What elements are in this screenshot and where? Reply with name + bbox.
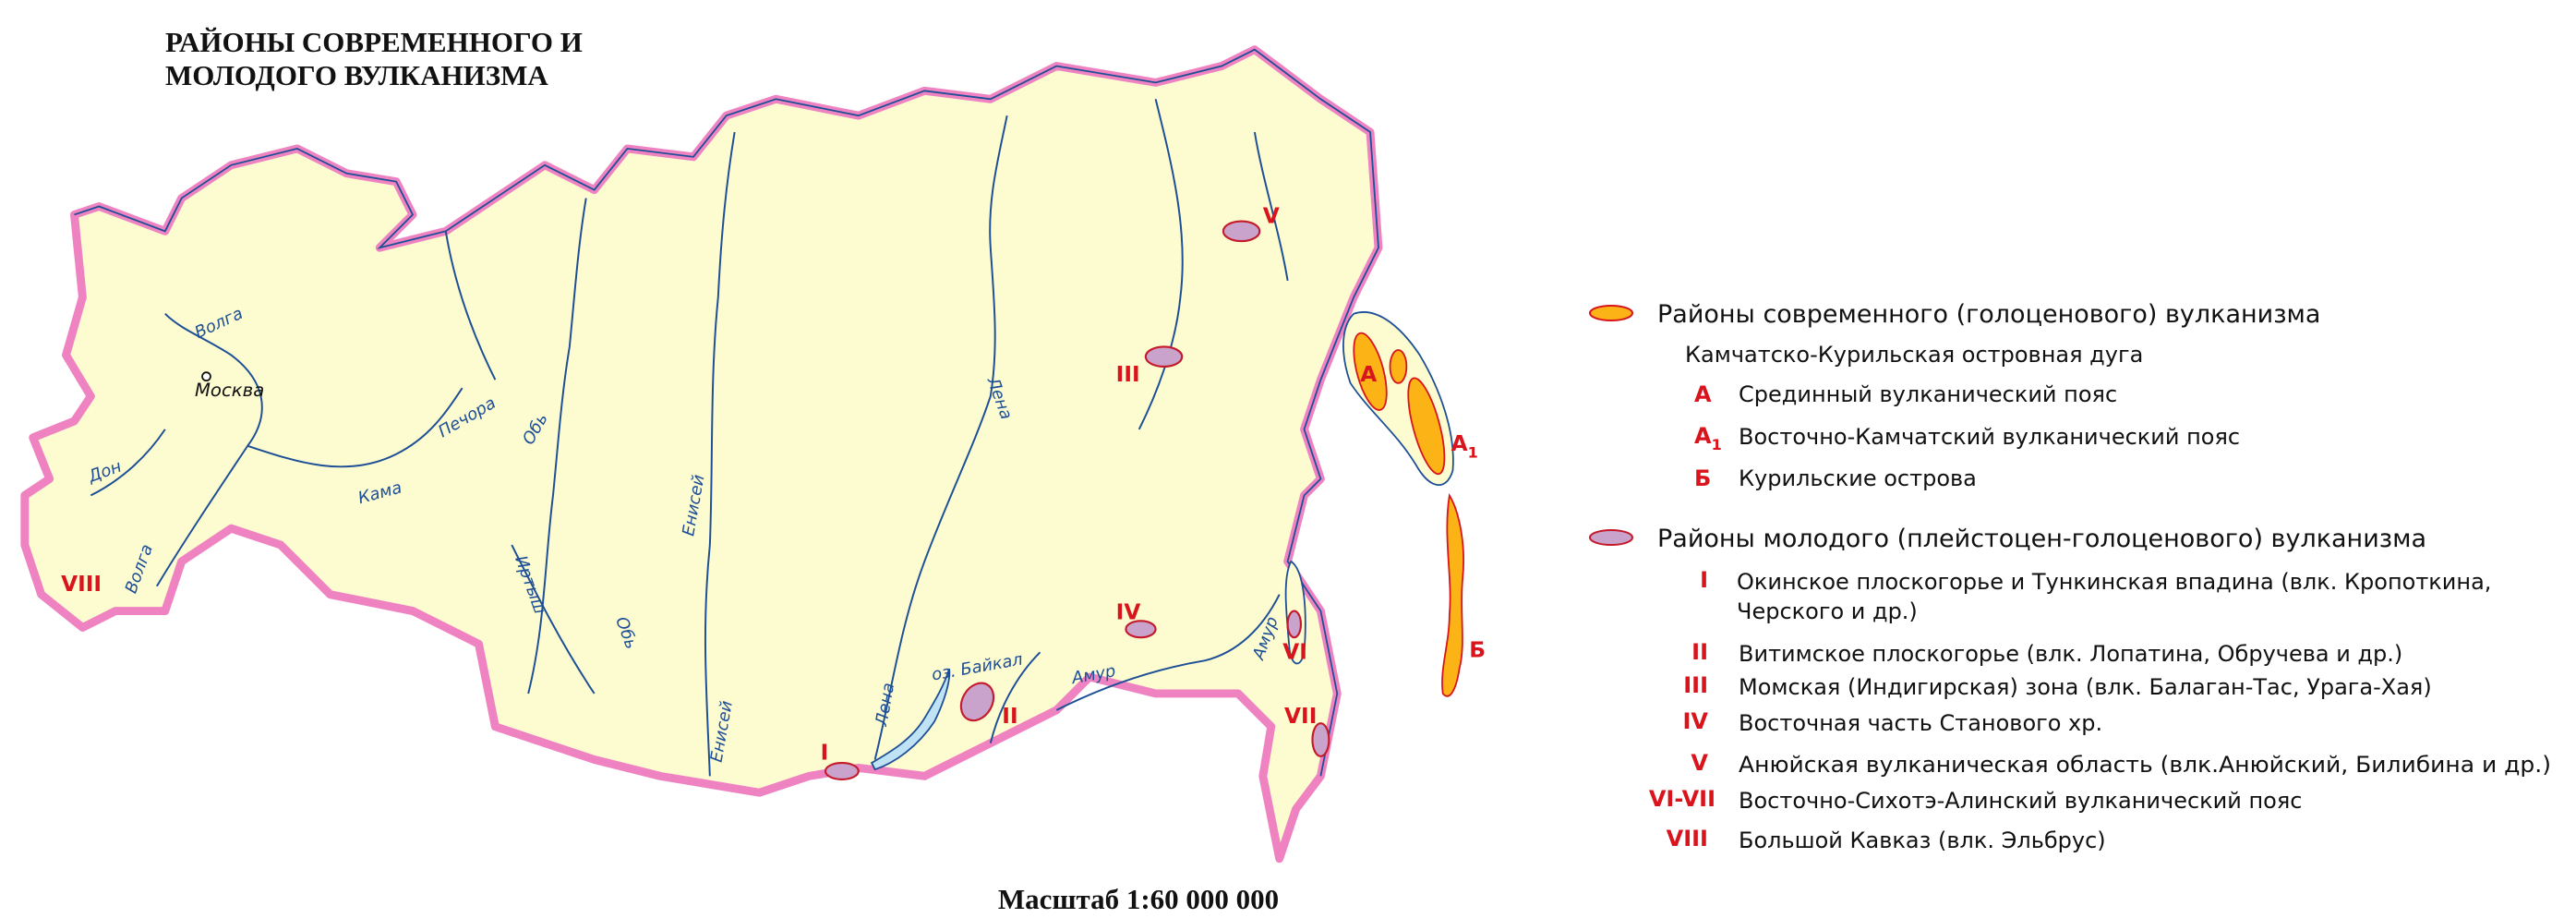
legend-title: Районы современного (голоценового) вулка…	[1657, 300, 2320, 329]
kuril-islands	[1441, 492, 1464, 697]
region-label: II	[1002, 704, 1017, 729]
legend-text: Большой Кавказ (влк. Эльбрус)	[1739, 827, 2106, 853]
region-label: V	[1263, 203, 1280, 228]
map: Волга Печора Кама Дон Волга Обь Иртыш Об…	[20, 45, 1486, 864]
legend-code: А1	[1694, 423, 1722, 453]
legend-code: III	[1683, 672, 1708, 698]
coastline	[74, 48, 1379, 777]
legend-text: Анюйская вулканическая область (влк.Анюй…	[1739, 752, 2551, 778]
young-area	[1286, 610, 1303, 639]
legend-code: IV	[1682, 708, 1708, 734]
region-label: А	[1360, 362, 1377, 387]
legend-code: VIII	[1667, 826, 1708, 852]
legend-text: Момская (Индигирская) зона (влк. Балаган…	[1739, 674, 2432, 700]
region-label: III	[1116, 362, 1140, 387]
legend-code: V	[1691, 750, 1708, 776]
modern-area	[1389, 349, 1408, 384]
russia-border	[20, 45, 1383, 864]
young-area	[824, 761, 860, 781]
legend-text: Срединный вулканический пояс	[1739, 381, 2117, 407]
young-area	[1311, 722, 1330, 757]
legend-text: Окинское плоскогорье и Тункинская впадин…	[1737, 569, 2491, 595]
legend-code: Б	[1694, 465, 1711, 491]
city-label: Москва	[195, 380, 264, 401]
young-area	[1144, 345, 1184, 368]
region-label: А1	[1451, 431, 1478, 461]
rivers	[90, 99, 1289, 777]
legend-swatch-young	[1589, 529, 1633, 546]
legend-code: А	[1694, 381, 1712, 407]
region-label: Б	[1469, 638, 1486, 663]
legend-code: II	[1691, 639, 1708, 665]
scale: Масштаб 1:60 000 000	[998, 883, 1279, 915]
title: РАЙОНЫ СОВРЕМЕННОГО И	[165, 26, 583, 58]
legend-code: I	[1700, 567, 1708, 593]
title: МОЛОДОГО ВУЛКАНИЗМА	[165, 59, 548, 91]
legend-title: Районы молодого (плейстоцен-голоценового…	[1657, 525, 2426, 553]
baikal	[870, 668, 951, 771]
modern-area	[1353, 332, 1388, 411]
legend-text: Курильские острова	[1739, 465, 1977, 491]
region-label: VII	[1284, 704, 1317, 729]
legend-text: Витимское плоскогорье (влк. Лопатина, Об…	[1739, 641, 2402, 667]
young-area	[1125, 620, 1157, 639]
legend-text: Черского и др.)	[1737, 598, 1918, 624]
volcanic-areas	[824, 220, 1446, 781]
region-label: I	[821, 740, 829, 765]
legend-subtitle: Камчатско-Курильская островная дуга	[1685, 342, 2143, 368]
region-label: VI	[1282, 639, 1307, 664]
young-area	[1222, 220, 1261, 243]
region-label: VIII	[61, 572, 102, 597]
legend-text: Восточная часть Станового хр.	[1739, 710, 2102, 736]
legend-code: VI-VII	[1649, 786, 1715, 812]
modern-area	[1407, 377, 1446, 476]
legend-text: Восточно-Камчатский вулканический пояс	[1739, 424, 2240, 450]
legend-swatch-modern	[1589, 305, 1633, 321]
city-marker	[201, 371, 211, 382]
legend: Районы современного (голоценового) вулка…	[1589, 300, 2551, 853]
young-area	[959, 682, 995, 722]
region-label: IV	[1116, 599, 1141, 624]
legend-text: Восточно-Сихотэ-Алинский вулканический п…	[1739, 788, 2303, 814]
